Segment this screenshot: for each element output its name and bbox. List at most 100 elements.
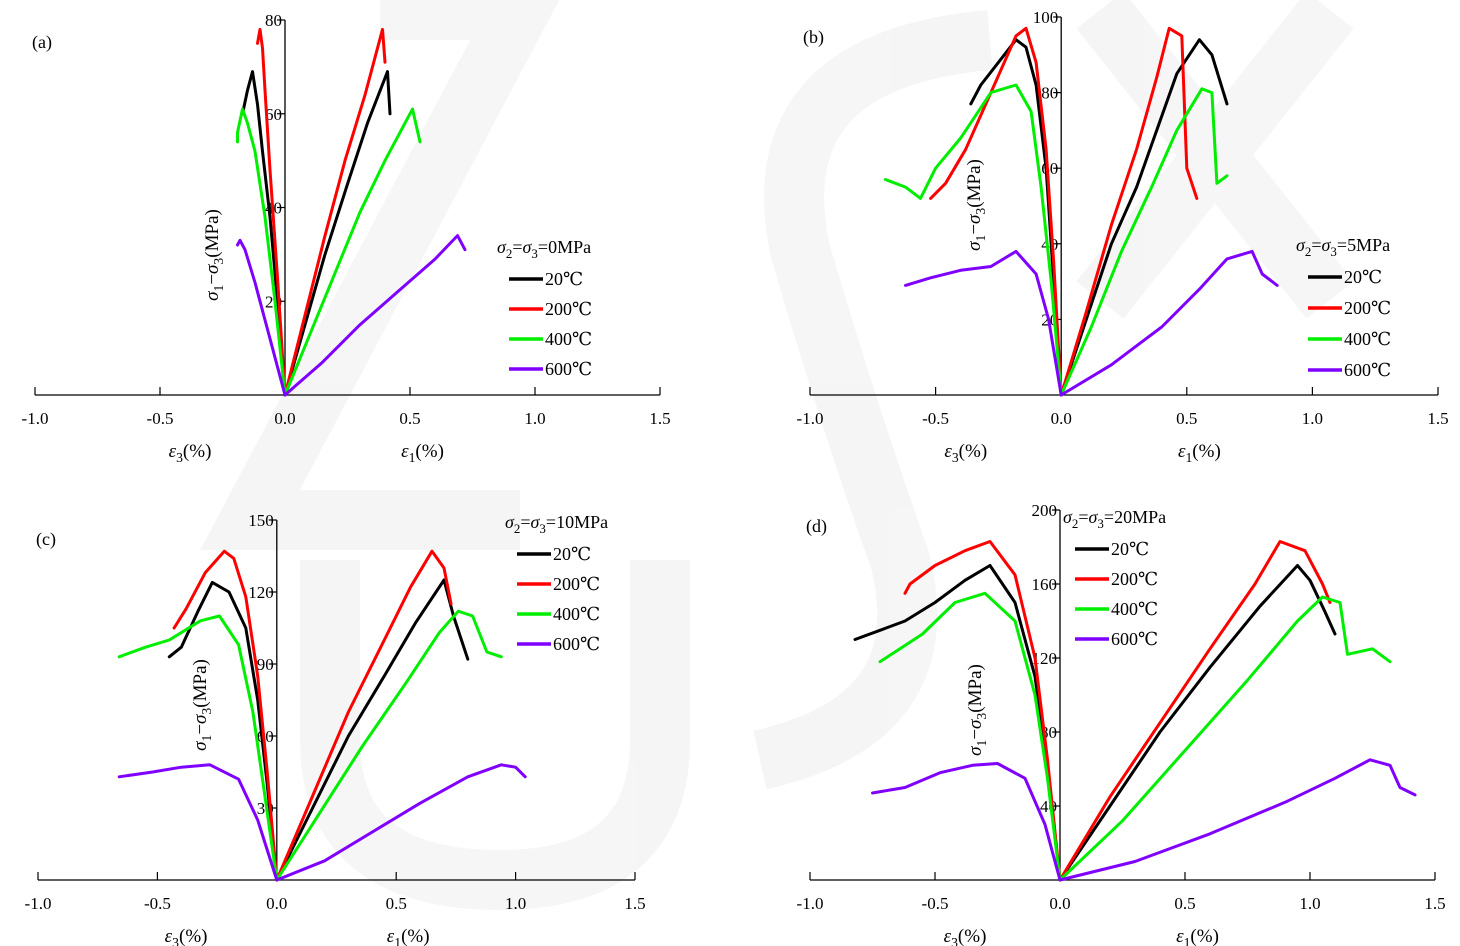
legend-title: σ2=σ3=0MPa [497, 237, 591, 261]
series-line-200-axial [283, 27, 387, 397]
legend-title: σ2=σ3=20MPa [1063, 507, 1166, 531]
x-tick-label: 1.0 [505, 894, 526, 913]
series-line-200-lateral [903, 540, 1062, 882]
y-tick-label: 90 [257, 655, 274, 674]
x-axis-title-axial: ε1(%) [1176, 926, 1219, 946]
y-tick-label: 100 [1033, 8, 1059, 27]
y-tick-label: 200 [1032, 501, 1058, 520]
x-tick-label: -1.0 [22, 409, 49, 428]
series-line-400-axial [1059, 87, 1229, 397]
legend-entry-600: 600℃ [545, 359, 592, 379]
x-axis-title-lateral: ε3(%) [944, 926, 987, 946]
series-line-600-axial [275, 763, 527, 882]
legend-entry-20: 20℃ [1111, 539, 1149, 559]
y-axis-title: σ1−σ3(MPa) [190, 659, 214, 751]
x-tick-label: 0.0 [1049, 894, 1070, 913]
series-line-400-lateral [117, 614, 279, 882]
x-tick-label: 0.0 [274, 409, 295, 428]
x-tick-label: 1.5 [649, 409, 670, 428]
y-axis-title: σ1−σ3(MPa) [964, 159, 988, 251]
x-axis-title-lateral: ε3(%) [169, 441, 212, 465]
y-axis-title: σ1−σ3(MPa) [965, 664, 989, 756]
x-tick-label: 0.5 [1176, 409, 1197, 428]
legend-entry-600: 600℃ [1111, 629, 1158, 649]
legend-title: σ2=σ3=5MPa [1296, 235, 1390, 259]
x-tick-label: 1.5 [624, 894, 645, 913]
series-line-200-axial [1058, 540, 1332, 882]
legend-entry-400: 400℃ [1111, 599, 1158, 619]
series-line-600-lateral [236, 238, 287, 397]
x-tick-label: 0.0 [266, 894, 287, 913]
series-line-200-lateral [929, 26, 1063, 397]
x-tick-label: -0.5 [144, 894, 171, 913]
x-tick-label: -1.0 [25, 894, 52, 913]
y-tick-label: 60 [265, 105, 282, 124]
x-tick-label: -0.5 [147, 409, 174, 428]
legend-entry-20: 20℃ [553, 544, 591, 564]
chart-panel-2: -1.0 -0.5 0.0 0.5 1.0 1.5306090120150(c)ε3(%)… [25, 511, 646, 946]
series-line-600-lateral [871, 762, 1062, 882]
x-tick-label: 0.5 [1174, 894, 1195, 913]
y-tick-label: 120 [248, 583, 274, 602]
legend-entry-20: 20℃ [545, 269, 583, 289]
series-line-400-lateral [878, 591, 1062, 882]
x-axis-title-axial: ε1(%) [1178, 441, 1221, 465]
series-line-400-axial [1058, 595, 1392, 882]
series-line-20-axial [283, 70, 392, 397]
legend-entry-400: 400℃ [553, 604, 600, 624]
series-line-600-axial [1058, 758, 1417, 882]
x-tick-label: 0.5 [399, 409, 420, 428]
y-tick-label: 160 [1032, 575, 1058, 594]
y-axis-title: σ1−σ3(MPa) [202, 209, 226, 301]
x-axis-title-axial: ε1(%) [387, 926, 430, 946]
y-tick-label: 80 [265, 11, 282, 30]
series-line-200-lateral [256, 27, 287, 397]
x-axis-title-axial: ε1(%) [401, 441, 444, 465]
x-tick-label: -0.5 [922, 409, 949, 428]
series-line-600-axial [283, 234, 467, 397]
legend-entry-200: 200℃ [1111, 569, 1158, 589]
panel-label: (b) [803, 27, 824, 48]
legend-entry-20: 20℃ [1344, 267, 1382, 287]
series-line-20-axial [1058, 564, 1337, 882]
series-line-200-axial [275, 549, 453, 882]
series-line-400-lateral [236, 107, 287, 397]
legend-entry-200: 200℃ [1344, 298, 1391, 318]
legend-title: σ2=σ3=10MPa [505, 512, 608, 536]
legend-entry-200: 200℃ [553, 574, 600, 594]
series-line-200-lateral [172, 549, 279, 882]
series-line-20-lateral [853, 564, 1062, 882]
x-tick-label: 1.0 [1299, 894, 1320, 913]
x-tick-label: 1.5 [1427, 409, 1448, 428]
x-tick-label: -1.0 [797, 894, 824, 913]
legend-entry-400: 400℃ [545, 329, 592, 349]
watermark-stroke [200, 0, 560, 550]
x-tick-label: 0.5 [386, 894, 407, 913]
x-tick-label: -0.5 [922, 894, 949, 913]
series-line-600-lateral [117, 763, 279, 882]
series-line-20-lateral [241, 70, 287, 397]
series-line-400-axial [283, 107, 422, 397]
panel-label: (c) [36, 529, 56, 550]
y-tick-label: 80 [1041, 84, 1058, 103]
x-axis-title-lateral: ε3(%) [165, 926, 208, 946]
series-line-200-axial [1059, 26, 1199, 397]
panel-label: (d) [806, 516, 827, 537]
series-line-20-axial [1059, 38, 1229, 397]
watermark-stroke [753, 10, 993, 790]
panel-label: (a) [32, 32, 52, 53]
legend-entry-200: 200℃ [545, 299, 592, 319]
legend-entry-400: 400℃ [1344, 329, 1391, 349]
x-axis-title-lateral: ε3(%) [944, 441, 987, 465]
legend-entry-600: 600℃ [1344, 360, 1391, 380]
series-line-20-axial [275, 578, 470, 882]
y-tick-label: 120 [1032, 649, 1058, 668]
series-line-400-axial [275, 609, 503, 882]
series-line-20-lateral [167, 580, 279, 882]
x-tick-label: 1.0 [524, 409, 545, 428]
x-tick-label: 0.0 [1051, 409, 1072, 428]
y-tick-label: 60 [1041, 159, 1058, 178]
